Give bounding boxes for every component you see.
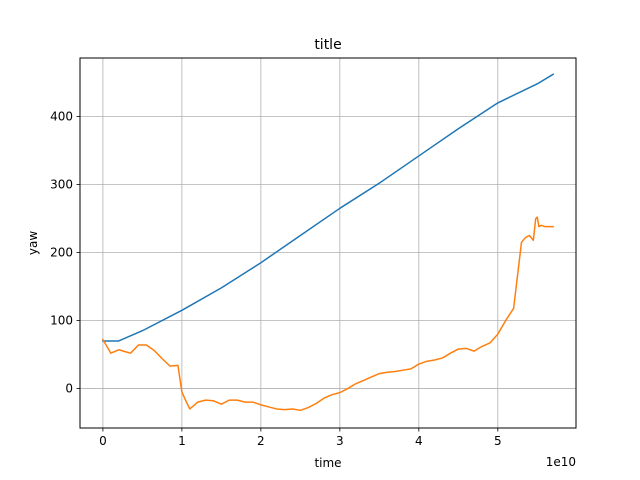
- x-tick-label: 0: [99, 434, 107, 448]
- y-tick-label: 200: [50, 246, 73, 260]
- x-tick-label: 4: [415, 434, 423, 448]
- axes-frame: [79, 57, 577, 429]
- grid: [80, 58, 576, 428]
- x-tick-label: 5: [494, 434, 502, 448]
- y-tick-label: 100: [50, 314, 73, 328]
- y-tick-label: 300: [50, 178, 73, 192]
- y-axis-label: yaw: [26, 231, 40, 255]
- y-tick-label: 400: [50, 109, 73, 123]
- x-axis-offset-text: 1e10: [546, 455, 576, 469]
- series-line-2: [101, 216, 554, 412]
- x-tick-label: 2: [257, 434, 265, 448]
- ticks: 0 1 2 3 4 5 0 100 200 300 400: [50, 109, 502, 448]
- y-tick-label: 0: [65, 382, 73, 396]
- x-tick-label: 1: [178, 434, 186, 448]
- x-axis-label: time: [314, 456, 341, 470]
- series-group: [101, 73, 555, 412]
- series-line-1: [102, 73, 555, 342]
- x-tick-label: 3: [336, 434, 344, 448]
- chart-title: title: [314, 37, 341, 53]
